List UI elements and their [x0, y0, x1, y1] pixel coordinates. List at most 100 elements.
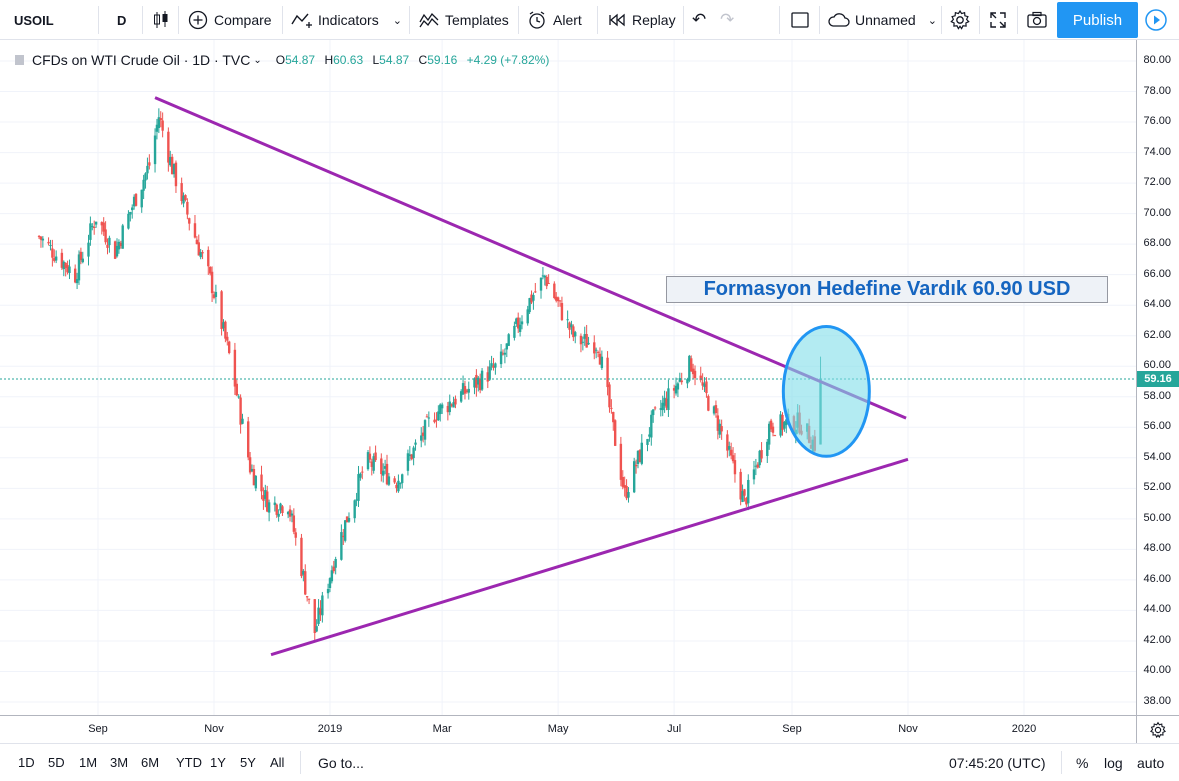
- range-button-ytd[interactable]: YTD: [176, 755, 202, 770]
- time-scale[interactable]: Sep Nov 2019 Mar May Jul Sep Nov 2020: [0, 715, 1136, 743]
- candle: [545, 275, 548, 290]
- replay-button[interactable]: Replay: [607, 0, 676, 40]
- candle: [610, 399, 613, 414]
- fullscreen-toggle[interactable]: [790, 0, 810, 40]
- range-button-1d[interactable]: 1D: [18, 755, 35, 770]
- candle: [771, 422, 775, 437]
- symbol-search[interactable]: USOIL: [14, 12, 54, 28]
- candle: [100, 221, 104, 235]
- candle: [773, 434, 777, 437]
- candle: [321, 591, 324, 623]
- play-button[interactable]: [1144, 0, 1168, 40]
- price-scale[interactable]: 80.00 78.00 76.00 74.00 72.00 70.00 68.00 66.00…: [1136, 40, 1179, 715]
- range-button-5d[interactable]: 5D: [48, 755, 65, 770]
- candle: [104, 221, 107, 245]
- camera-icon: [1027, 11, 1047, 28]
- undo-icon[interactable]: ↶: [692, 10, 707, 29]
- candle: [555, 292, 558, 303]
- candle: [503, 348, 507, 364]
- chevron-down-icon[interactable]: ⌄: [927, 14, 937, 27]
- goto-button[interactable]: Go to...: [318, 754, 364, 771]
- settings-button[interactable]: [949, 0, 971, 40]
- chart-legend: CFDs on WTI Crude Oil · 1D · TVC ⌄ O54.8…: [14, 52, 549, 68]
- candle: [374, 445, 377, 462]
- chevron-down-icon[interactable]: ⌄: [253, 54, 262, 66]
- interval-button[interactable]: D: [117, 12, 127, 28]
- alert-label: Alert: [553, 12, 582, 28]
- upper-trendline[interactable]: [154, 96, 907, 420]
- candle: [294, 528, 297, 546]
- redo-icon[interactable]: ↷: [720, 10, 735, 29]
- chart-pane[interactable]: [0, 40, 1136, 715]
- candle: [224, 320, 227, 343]
- candle: [108, 235, 111, 253]
- candle: [393, 476, 396, 484]
- publish-button[interactable]: Publish: [1057, 2, 1138, 38]
- legend-title[interactable]: CFDs on WTI Crude Oil · 1D · TVC: [32, 52, 251, 68]
- time-tick-label: Sep: [88, 723, 108, 735]
- gear-icon: [1150, 721, 1166, 738]
- templates-button[interactable]: Templates: [418, 0, 509, 40]
- candle: [290, 510, 294, 523]
- price-tick-label: 68.00: [1143, 237, 1171, 250]
- candle: [621, 470, 624, 490]
- candle: [87, 234, 90, 266]
- range-button-5y[interactable]: 5Y: [240, 755, 256, 770]
- candle: [518, 317, 522, 337]
- range-button-1y[interactable]: 1Y: [210, 755, 226, 770]
- candle: [53, 249, 56, 263]
- range-button-1m[interactable]: 1M: [79, 755, 98, 770]
- chevron-down-icon[interactable]: ⌄: [392, 14, 402, 27]
- fullscreen-button[interactable]: [988, 0, 1008, 40]
- layout-name: Unnamed: [855, 12, 916, 28]
- candle: [157, 108, 161, 134]
- annotation-textbox[interactable]: Formasyon Hedefine Vardık 60.90 USD: [666, 276, 1108, 303]
- candle: [330, 565, 334, 584]
- scale-settings-button[interactable]: [1136, 715, 1179, 743]
- candle: [433, 412, 436, 424]
- snapshot-button[interactable]: [1026, 0, 1048, 40]
- candle: [210, 266, 214, 303]
- highlight-ellipse[interactable]: [781, 325, 871, 458]
- candle: [593, 335, 596, 360]
- range-button-6m[interactable]: 6M: [141, 755, 160, 770]
- candle: [553, 281, 556, 300]
- alert-button[interactable]: Alert: [527, 0, 582, 40]
- clock[interactable]: 07:45:20 (UTC): [949, 754, 1046, 771]
- candle: [326, 583, 330, 599]
- candle: [317, 599, 320, 627]
- candle: [638, 449, 642, 463]
- candles-icon: [154, 11, 168, 28]
- price-tick-label: 66.00: [1143, 267, 1171, 280]
- candle: [448, 394, 451, 416]
- candle: [515, 317, 518, 327]
- top-toolbar: USOIL D Compare Indicators ⌄ Templates A…: [0, 0, 1179, 40]
- candle: [648, 427, 651, 442]
- range-button-all[interactable]: All: [270, 755, 285, 770]
- candle: [102, 217, 105, 236]
- chart-type-button[interactable]: [152, 0, 170, 40]
- low-value: 54.87: [379, 53, 410, 67]
- compare-button[interactable]: Compare: [188, 0, 272, 40]
- candle: [188, 217, 191, 231]
- candle: [488, 360, 491, 381]
- candle: [623, 476, 626, 497]
- indicators-button[interactable]: Indicators ⌄: [290, 0, 402, 40]
- candle: [406, 449, 410, 476]
- candle: [659, 400, 663, 417]
- lower-trendline[interactable]: [270, 457, 909, 657]
- price-chart[interactable]: [0, 40, 1136, 715]
- candle: [260, 465, 263, 500]
- candle: [728, 441, 731, 457]
- candle: [707, 394, 710, 412]
- log-toggle[interactable]: log: [1104, 754, 1123, 771]
- auto-toggle[interactable]: auto: [1137, 754, 1165, 771]
- candle: [235, 379, 238, 397]
- layout-menu[interactable]: Unnamed ⌄: [827, 0, 937, 40]
- percent-toggle[interactable]: %: [1076, 754, 1089, 771]
- candle: [292, 508, 296, 535]
- divider: [819, 6, 820, 34]
- range-button-3m[interactable]: 3M: [110, 755, 129, 770]
- candle: [423, 419, 427, 446]
- ohlc-values: O54.87 H60.63 L54.87 C59.16 +4.29 (+7.82…: [276, 53, 550, 67]
